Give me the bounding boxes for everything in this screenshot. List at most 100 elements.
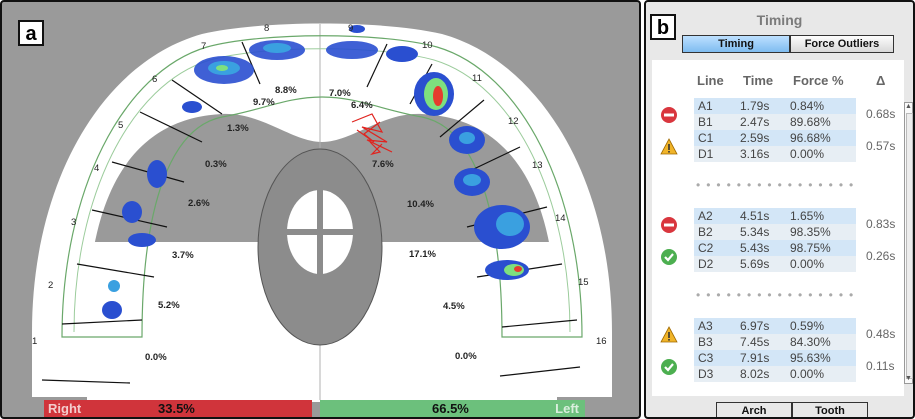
table-row[interactable] bbox=[694, 114, 856, 130]
tooth-number-13: 13 bbox=[532, 160, 543, 171]
tooth-number-9: 9 bbox=[348, 23, 353, 34]
right-force-bar: Right 33.5% bbox=[44, 400, 312, 417]
header-force: Force % bbox=[793, 73, 844, 88]
warning-icon bbox=[660, 326, 678, 344]
tooth-number-16: 16 bbox=[596, 336, 607, 347]
cell-force: 0.84% bbox=[790, 99, 825, 113]
tab-force-outliers[interactable]: Force Outliers bbox=[790, 35, 894, 53]
table-row[interactable] bbox=[694, 350, 856, 366]
cell-line: A2 bbox=[698, 209, 713, 223]
pct-left-1: 6.4% bbox=[351, 100, 373, 111]
table-row[interactable] bbox=[694, 208, 856, 224]
scroll-down-icon[interactable]: ▼ bbox=[905, 375, 912, 382]
table-row[interactable] bbox=[694, 256, 856, 272]
tooth-number-5: 5 bbox=[118, 120, 123, 131]
scroll-thumb[interactable] bbox=[906, 113, 913, 379]
arch-force-panel: 0.0% 5.2% 3.7% 2.6% 0.3% 1.3% 9.7% 8.8% … bbox=[0, 0, 641, 419]
cell-force: 98.35% bbox=[790, 225, 831, 239]
header-time: Time bbox=[743, 73, 774, 88]
tooth-number-7: 7 bbox=[201, 41, 206, 52]
cell-force: 0.00% bbox=[790, 147, 825, 161]
right-percentages: 0.0% 5.2% 3.7% 2.6% 0.3% 1.3% 9.7% 8.8% bbox=[145, 85, 297, 363]
cell-time: 5.43s bbox=[740, 241, 770, 255]
cell-force: 96.68% bbox=[790, 131, 831, 145]
arch-shape bbox=[32, 23, 612, 397]
tooth-number-14: 14 bbox=[555, 213, 566, 224]
tooth-number-10: 10 bbox=[422, 40, 433, 51]
cell-force: 0.00% bbox=[790, 367, 825, 381]
table-scrollbar[interactable]: ▲ ▼ bbox=[904, 102, 913, 384]
pct-right-6: 9.7% bbox=[253, 97, 275, 108]
timing-title: Timing bbox=[756, 12, 803, 28]
tooth-number-2: 2 bbox=[48, 280, 53, 291]
left-bar-side-label: Left bbox=[555, 401, 579, 416]
cell-time: 2.47s bbox=[740, 115, 770, 129]
timing-table: Line Time Force % Δ 0.68s A1 1.79s 0.84% B1 2… bbox=[652, 60, 904, 396]
cell-line: D2 bbox=[698, 257, 714, 271]
tab-timing[interactable]: Timing bbox=[682, 35, 790, 53]
pct-left-3: 10.4% bbox=[407, 199, 434, 210]
table-row[interactable] bbox=[694, 98, 856, 114]
group-separator: •••••••••••••••• bbox=[696, 288, 860, 302]
table-row[interactable] bbox=[694, 130, 856, 146]
cell-force: 95.63% bbox=[790, 351, 831, 365]
group-delta: 0.68s bbox=[866, 107, 896, 121]
pct-right-2: 3.7% bbox=[172, 250, 194, 261]
tab-arch[interactable]: Arch bbox=[716, 402, 792, 417]
tooth-number-3: 3 bbox=[71, 217, 76, 228]
left-percentages: 7.0% 6.4% 7.6% 10.4% 17.1% 4.5% 0.0% bbox=[329, 88, 477, 362]
cell-line: C2 bbox=[698, 241, 714, 255]
dental-arch-view: 0.0% 5.2% 3.7% 2.6% 0.3% 1.3% 9.7% 8.8% … bbox=[32, 23, 612, 402]
tooth-outline-inner bbox=[73, 48, 571, 333]
cell-time: 4.51s bbox=[740, 209, 770, 223]
force-heatmap-left bbox=[326, 25, 530, 280]
warning-icon bbox=[660, 138, 678, 156]
cell-force: 89.68% bbox=[790, 115, 831, 129]
tooth-number-8: 8 bbox=[264, 23, 269, 34]
header-line: Line bbox=[697, 73, 724, 88]
tooth-number-15: 15 bbox=[578, 277, 589, 288]
force-heatmap-right bbox=[102, 40, 305, 319]
cell-line: D3 bbox=[698, 367, 714, 381]
table-row[interactable] bbox=[694, 366, 856, 382]
table-row[interactable] bbox=[694, 240, 856, 256]
tab-tooth[interactable]: Tooth bbox=[792, 402, 868, 417]
cell-line: B3 bbox=[698, 335, 713, 349]
pct-right-1: 5.2% bbox=[158, 300, 180, 311]
cell-line: B1 bbox=[698, 115, 713, 129]
cell-line: C1 bbox=[698, 131, 714, 145]
group-delta: 0.26s bbox=[866, 249, 896, 263]
table-row[interactable] bbox=[694, 318, 856, 334]
table-row[interactable] bbox=[694, 146, 856, 162]
cell-time: 5.69s bbox=[740, 257, 770, 271]
pct-left-2: 7.6% bbox=[372, 159, 394, 170]
cell-time: 7.45s bbox=[740, 335, 770, 349]
scroll-up-icon[interactable]: ▲ bbox=[905, 103, 912, 110]
header-delta: Δ bbox=[876, 73, 886, 88]
pct-left-0: 7.0% bbox=[329, 88, 351, 99]
pct-right-7: 8.8% bbox=[275, 85, 297, 96]
pct-left-5: 4.5% bbox=[443, 301, 465, 312]
left-force-bar: 66.5% Left bbox=[320, 400, 585, 417]
right-bar-value: 33.5% bbox=[158, 401, 195, 416]
table-row[interactable] bbox=[694, 224, 856, 240]
table-row[interactable] bbox=[694, 334, 856, 350]
cell-force: 0.00% bbox=[790, 257, 825, 271]
tooth-numbers: 1 2 3 4 5 6 7 8 9 10 11 12 13 14 15 16 bbox=[32, 23, 607, 347]
group-delta: 0.11s bbox=[866, 359, 895, 373]
tooth-number-12: 12 bbox=[508, 116, 519, 127]
cell-line: B2 bbox=[698, 225, 713, 239]
cell-time: 2.59s bbox=[740, 131, 770, 145]
group-delta: 0.48s bbox=[866, 327, 896, 341]
cell-time: 3.16s bbox=[740, 147, 770, 161]
cell-force: 98.75% bbox=[790, 241, 831, 255]
left-bar-value: 66.5% bbox=[432, 401, 469, 416]
pct-left-4: 17.1% bbox=[409, 249, 436, 260]
cell-time: 8.02s bbox=[740, 367, 770, 381]
cell-line: C3 bbox=[698, 351, 714, 365]
tooth-number-1: 1 bbox=[32, 336, 37, 347]
cell-force: 0.59% bbox=[790, 319, 825, 333]
pct-right-3: 2.6% bbox=[188, 198, 210, 209]
cell-time: 7.91s bbox=[740, 351, 770, 365]
